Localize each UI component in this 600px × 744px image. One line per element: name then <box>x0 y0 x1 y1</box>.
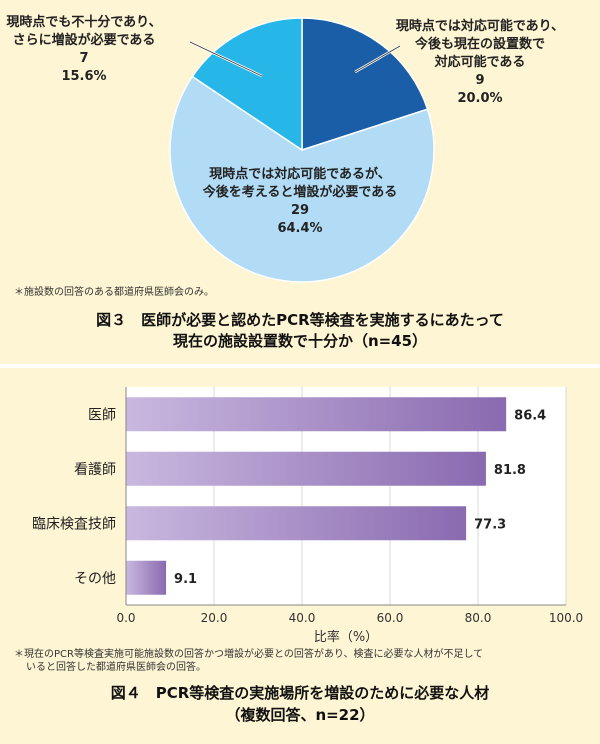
x-axis-title: 比率（%） <box>314 629 378 645</box>
pie-label-1-line-1: 今後を考えると増設が必要である <box>202 184 397 200</box>
pie-count-1: 29 <box>291 203 309 218</box>
pie-percent-1: 64.4% <box>277 221 322 236</box>
bar-2 <box>126 506 467 541</box>
pie-label-0-line-1: 今後も現在の設置数で <box>414 36 545 52</box>
x-tick-label-4: 80.0 <box>465 611 492 625</box>
bar-3 <box>126 560 167 595</box>
pie-label-0-line-0: 現時点では対応可能であり、 <box>396 18 564 34</box>
pie-label-0-line-2: 対応可能である <box>434 54 526 70</box>
pie-count-2: 7 <box>79 51 88 66</box>
pie-count-0: 9 <box>475 73 484 88</box>
category-label-0: 医師 <box>88 407 116 423</box>
pie-percent-0: 20.0% <box>457 91 502 106</box>
value-label-1: 81.8 <box>494 463 526 478</box>
figure4-caption-line2: （複数回答、n=22） <box>225 706 375 724</box>
x-tick-label-5: 100.0 <box>549 611 583 625</box>
figure4-caption-line1: 図４ PCR等検査の実施場所を増設のために必要な人材 <box>110 684 490 702</box>
x-tick-label-3: 60.0 <box>377 611 404 625</box>
pie-leader-line-inner-2 <box>189 41 263 77</box>
figure3-caption-line1: 図３ 医師が必要と認めたPCR等検査を実施するにあたって <box>96 311 504 329</box>
figure4-note-line1: ＊現在のPCR等検査実施可能施設数の回答かつ増設が必要との回答があり、検査に必要… <box>14 649 484 660</box>
pie-label-2-line-1: さらに増設が必要である <box>13 32 156 48</box>
category-label-3: その他 <box>74 571 116 587</box>
x-tick-label-0: 0.0 <box>116 611 135 625</box>
category-label-2: 臨床検査技師 <box>32 516 116 532</box>
figure4-note-line2: いると回答した都道府県医師会の回答。 <box>26 662 206 673</box>
figure3-caption-line2: 現在の施設設置数で十分か（n=45） <box>172 332 428 350</box>
bar-0 <box>126 397 507 432</box>
figure3-note: ＊施設数の回答のある都道府県医師会のみ。 <box>14 287 214 298</box>
bar-chart: 0.0 20.0 40.0 60.0 80.0 100.0 医師 86.4 看護師 81.8 臨床検… <box>32 387 583 645</box>
pie-label-1-line-0: 現時点では対応可能であるが、 <box>209 166 391 182</box>
pie-slice-0 <box>301 17 429 152</box>
value-label-0: 86.4 <box>514 408 546 423</box>
value-label-3: 9.1 <box>174 572 197 587</box>
category-label-1: 看護師 <box>74 462 116 478</box>
value-label-2: 77.3 <box>474 517 506 532</box>
bar-1 <box>126 451 486 486</box>
figure-divider <box>0 364 600 368</box>
figure-4: 0.0 20.0 40.0 60.0 80.0 100.0 医師 86.4 看護師 81.8 臨床検… <box>0 365 600 744</box>
figure-3: 現時点では対応可能であり、 今後も現在の設置数で 対応可能である 9 20.0% 現時点で… <box>0 0 600 365</box>
pie-slice-2 <box>191 17 303 152</box>
pie-leader-line-inner-0 <box>354 45 401 73</box>
x-tick-label-2: 40.0 <box>289 611 316 625</box>
pie-percent-2: 15.6% <box>61 69 106 84</box>
pie-label-2-line-0: 現時点でも不十分であり、 <box>6 14 161 30</box>
x-tick-label-1: 20.0 <box>201 611 228 625</box>
pie-slice-1 <box>169 75 435 283</box>
